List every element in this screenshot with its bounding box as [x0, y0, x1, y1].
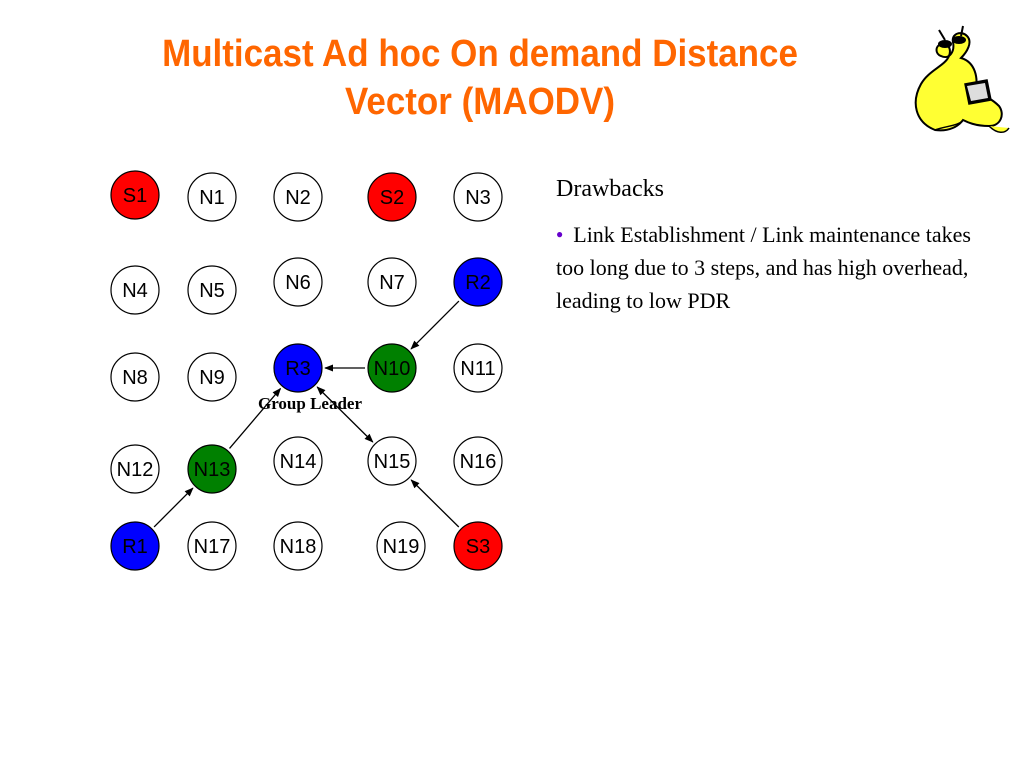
edge-r2-n10: [410, 300, 460, 350]
node-n3: N3: [453, 172, 503, 222]
node-circle: [453, 343, 503, 393]
node-label: N4: [122, 280, 148, 302]
node-label: N13: [194, 459, 231, 481]
node-label: N16: [460, 451, 497, 473]
node-s2: S2: [367, 172, 417, 222]
node-n1: N1: [187, 172, 237, 222]
bullet-dot-icon: ●: [556, 227, 564, 241]
node-circle: [187, 172, 237, 222]
node-n10: N10: [367, 343, 417, 393]
node-label: R3: [285, 358, 311, 380]
node-label: N7: [379, 272, 405, 294]
node-n18: N18: [273, 521, 323, 571]
node-circle: [273, 343, 323, 393]
node-label: N18: [280, 536, 317, 558]
drawback-bullet-1-text: Link Establishment / Link maintenance ta…: [556, 222, 971, 313]
node-label: N1: [199, 187, 225, 209]
node-circle: [110, 170, 160, 220]
node-label: N19: [383, 536, 420, 558]
node-n2: N2: [273, 172, 323, 222]
node-r2: R2: [453, 257, 503, 307]
slide-title: Multicast Ad hoc On demand Distance Vect…: [75, 30, 885, 126]
node-label: R2: [465, 272, 491, 294]
node-label: R1: [122, 536, 148, 558]
node-circle: [453, 172, 503, 222]
node-n12: N12: [110, 444, 160, 494]
node-label: N10: [374, 358, 411, 380]
node-circle: [110, 444, 160, 494]
node-n6: N6: [273, 257, 323, 307]
node-label: N14: [280, 451, 317, 473]
node-circle: [110, 265, 160, 315]
node-circle: [273, 172, 323, 222]
node-circle: [110, 521, 160, 571]
edge-n13-r3: [229, 387, 282, 449]
node-circle: [273, 521, 323, 571]
node-n19: N19: [376, 521, 426, 571]
node-label: S3: [466, 536, 490, 558]
node-circle: [273, 436, 323, 486]
node-circle: [453, 436, 503, 486]
node-label: N6: [285, 272, 311, 294]
node-circle: [187, 265, 237, 315]
node-label: S1: [123, 185, 147, 207]
node-r3: R3: [273, 343, 323, 393]
node-label: N8: [122, 367, 148, 389]
node-label: N11: [460, 358, 495, 380]
node-n13: N13: [187, 444, 237, 494]
node-label: S2: [380, 187, 404, 209]
node-s1: S1: [110, 170, 160, 220]
drawbacks-panel: Drawbacks ● Link Establishment / Link mai…: [556, 172, 996, 317]
group-leader-label: Group Leader: [258, 394, 363, 413]
node-n16: N16: [453, 436, 503, 486]
node-circle: [376, 521, 426, 571]
node-label: N9: [199, 367, 225, 389]
node-label: N2: [285, 187, 311, 209]
node-circle: [110, 352, 160, 402]
node-n8: N8: [110, 352, 160, 402]
node-n14: N14: [273, 436, 323, 486]
node-n5: N5: [187, 265, 237, 315]
node-circle: [273, 257, 323, 307]
node-circle: [453, 521, 503, 571]
node-circle: [367, 172, 417, 222]
node-n7: N7: [367, 257, 417, 307]
node-label: N3: [465, 187, 491, 209]
edge-s3-n15: [410, 479, 460, 528]
node-label: N15: [374, 451, 411, 473]
slide-title-line-1: Multicast Ad hoc On demand Distance: [162, 33, 798, 75]
node-n15: N15: [367, 436, 417, 486]
node-circle: [187, 444, 237, 494]
node-n17: N17: [187, 521, 237, 571]
node-circle: [367, 436, 417, 486]
drawbacks-heading: Drawbacks: [556, 176, 664, 202]
node-circle: [367, 257, 417, 307]
node-circle: [187, 352, 237, 402]
node-n9: N9: [187, 352, 237, 402]
edge-r1-n13: [153, 487, 194, 528]
node-label: N5: [199, 280, 225, 302]
node-r1: R1: [110, 521, 160, 571]
slide-title-line-2: Vector (MAODV): [344, 81, 615, 123]
diagram-edges: [153, 300, 460, 528]
node-s3: S3: [453, 521, 503, 571]
node-n4: N4: [110, 265, 160, 315]
edge-r3-n15: [316, 386, 374, 443]
node-label: N17: [194, 536, 231, 558]
drawback-bullet-1: ● Link Establishment / Link maintenance t…: [556, 218, 996, 317]
node-circle: [367, 343, 417, 393]
slug-mascot-icon: [914, 25, 1010, 133]
node-circle: [453, 257, 503, 307]
node-circle: [187, 521, 237, 571]
node-label: N12: [117, 459, 154, 481]
node-n11: N11: [453, 343, 503, 393]
diagram-nodes: S1 N1 N2 S2 N3 N4 N5 N6 N7 R2 N8 N9 R3 N10 N11 N12 N13 N1…: [110, 170, 503, 571]
